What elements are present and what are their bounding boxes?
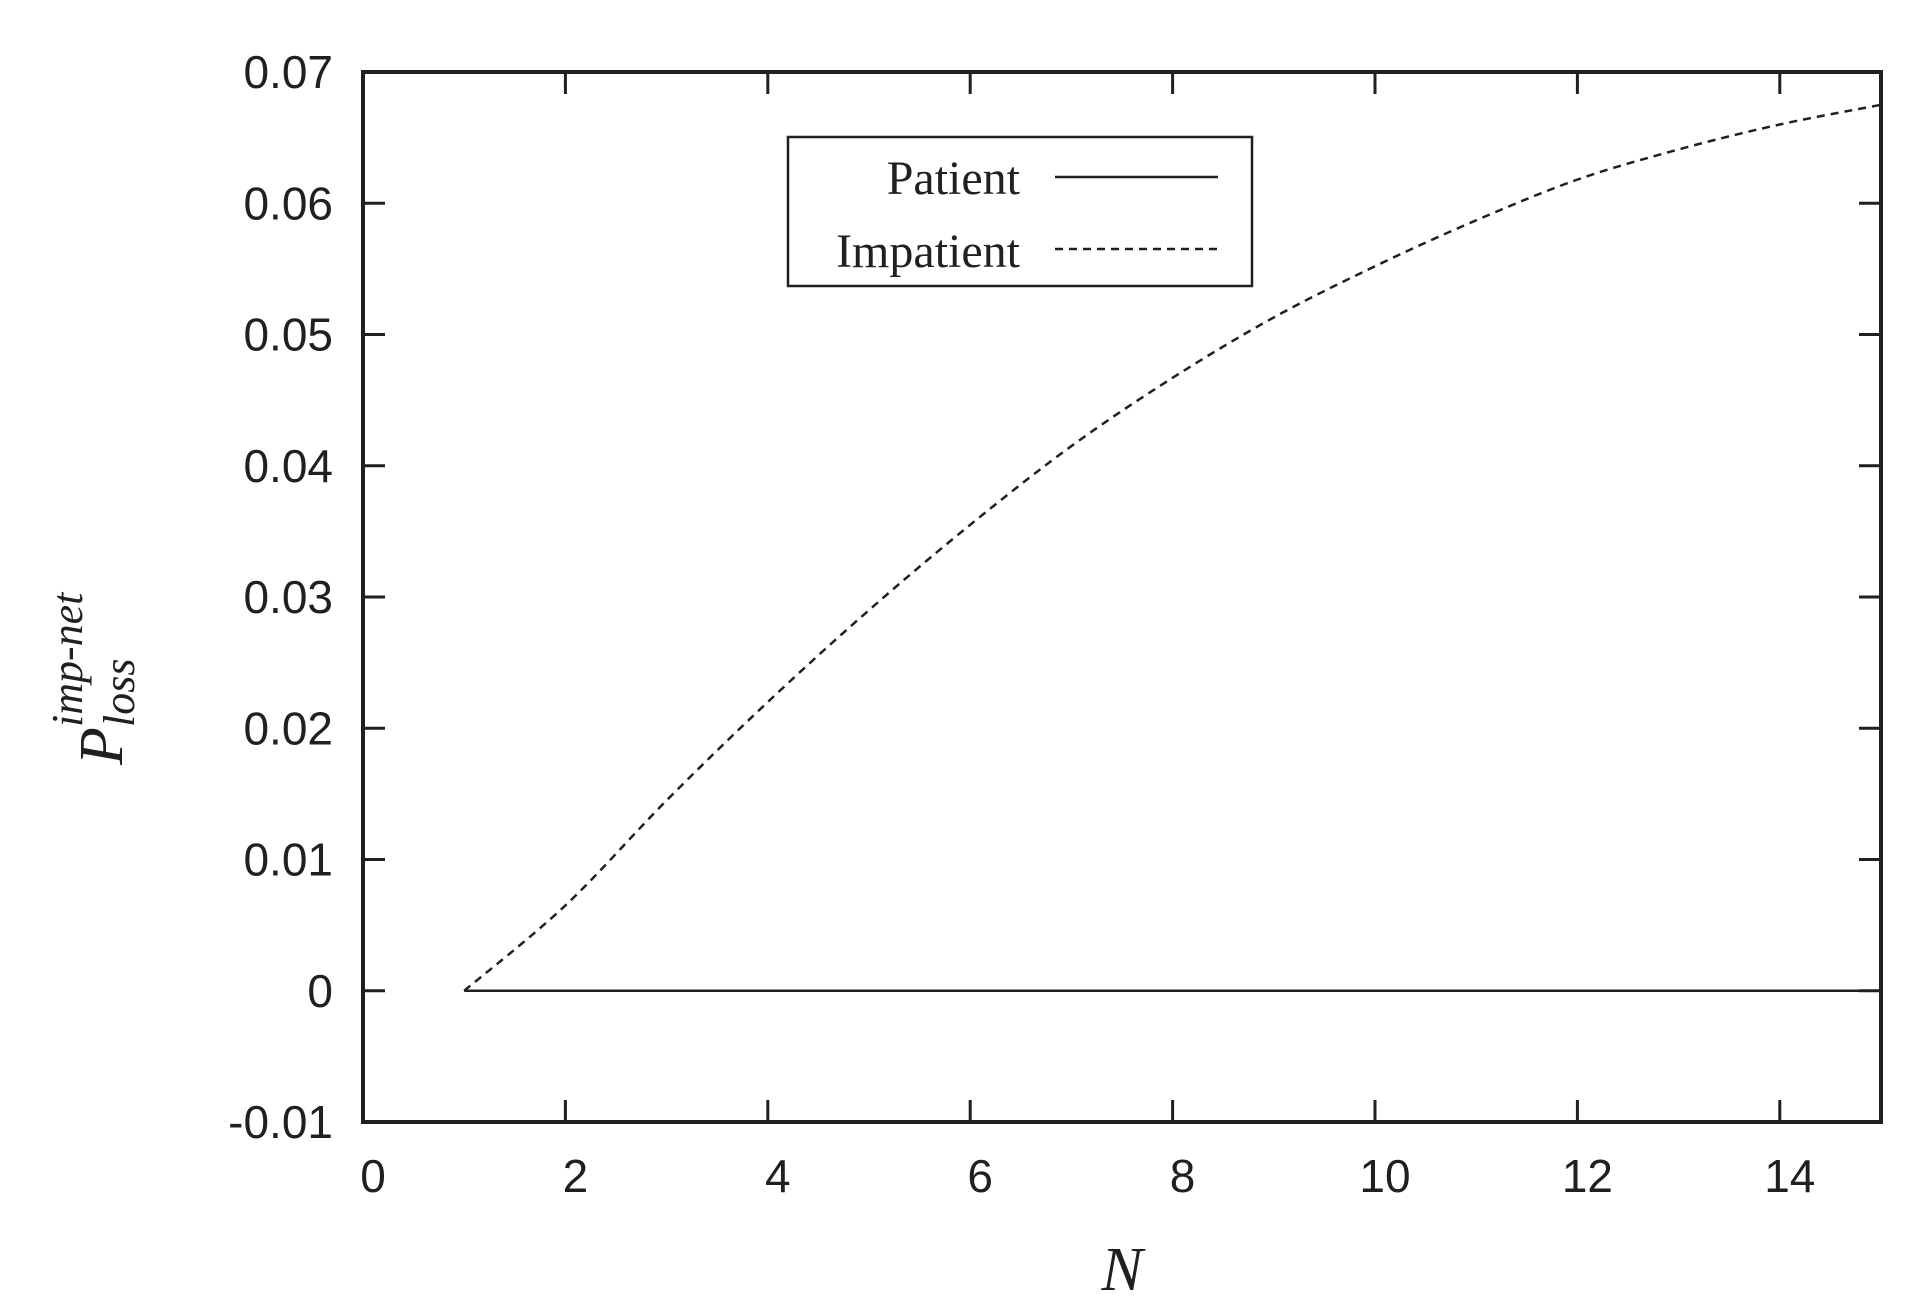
x-tick-labels: 0 2 4 6 8 10 12 14 xyxy=(360,1150,1815,1202)
x-tick-label: 4 xyxy=(765,1150,791,1202)
svg-text:loss: loss xyxy=(95,659,144,727)
x-tick-label: 8 xyxy=(1170,1150,1196,1202)
y-axis-label: P loss imp-net xyxy=(43,591,144,766)
y-tick-label: 0.06 xyxy=(243,177,333,229)
legend-label-patient: Patient xyxy=(887,152,1021,205)
x-tick-label: 0 xyxy=(360,1150,386,1202)
y-tick-label: 0.05 xyxy=(243,309,333,361)
x-axis-label: N xyxy=(1100,1236,1146,1304)
x-tick-label: 10 xyxy=(1359,1150,1410,1202)
plot-frame xyxy=(361,70,1883,1124)
x-tick-label: 12 xyxy=(1562,1150,1613,1202)
legend: Patient Impatient xyxy=(786,135,1254,288)
series-layer xyxy=(463,103,1882,992)
y-tick-label: 0.02 xyxy=(243,702,333,754)
y-tick-label: 0.03 xyxy=(243,571,333,623)
x-tick-label: 2 xyxy=(563,1150,589,1202)
y-tick-label: 0.07 xyxy=(243,46,333,98)
y-tick-label: 0.04 xyxy=(243,440,333,492)
y-tick-labels: -0.01 0 0.01 0.02 0.03 0.04 0.05 0.06 0.07 xyxy=(228,46,333,1148)
x-tick-label: 14 xyxy=(1764,1150,1815,1202)
y-axis-label-superscript: imp-net xyxy=(43,591,92,727)
y-tick-label: 0 xyxy=(307,965,333,1017)
y-tick-label: 0.01 xyxy=(243,834,333,886)
y-tick-label: -0.01 xyxy=(228,1096,333,1148)
svg-text:imp-net: imp-net xyxy=(43,591,92,727)
svg-text:P: P xyxy=(68,727,136,766)
series-line-impatient xyxy=(463,103,1882,992)
y-axis-label-main: P xyxy=(68,727,136,766)
y-axis-label-subscript: loss xyxy=(95,659,144,727)
x-tick-label: 6 xyxy=(967,1150,993,1202)
legend-box xyxy=(786,135,1254,288)
legend-label-impatient: Impatient xyxy=(836,225,1021,278)
